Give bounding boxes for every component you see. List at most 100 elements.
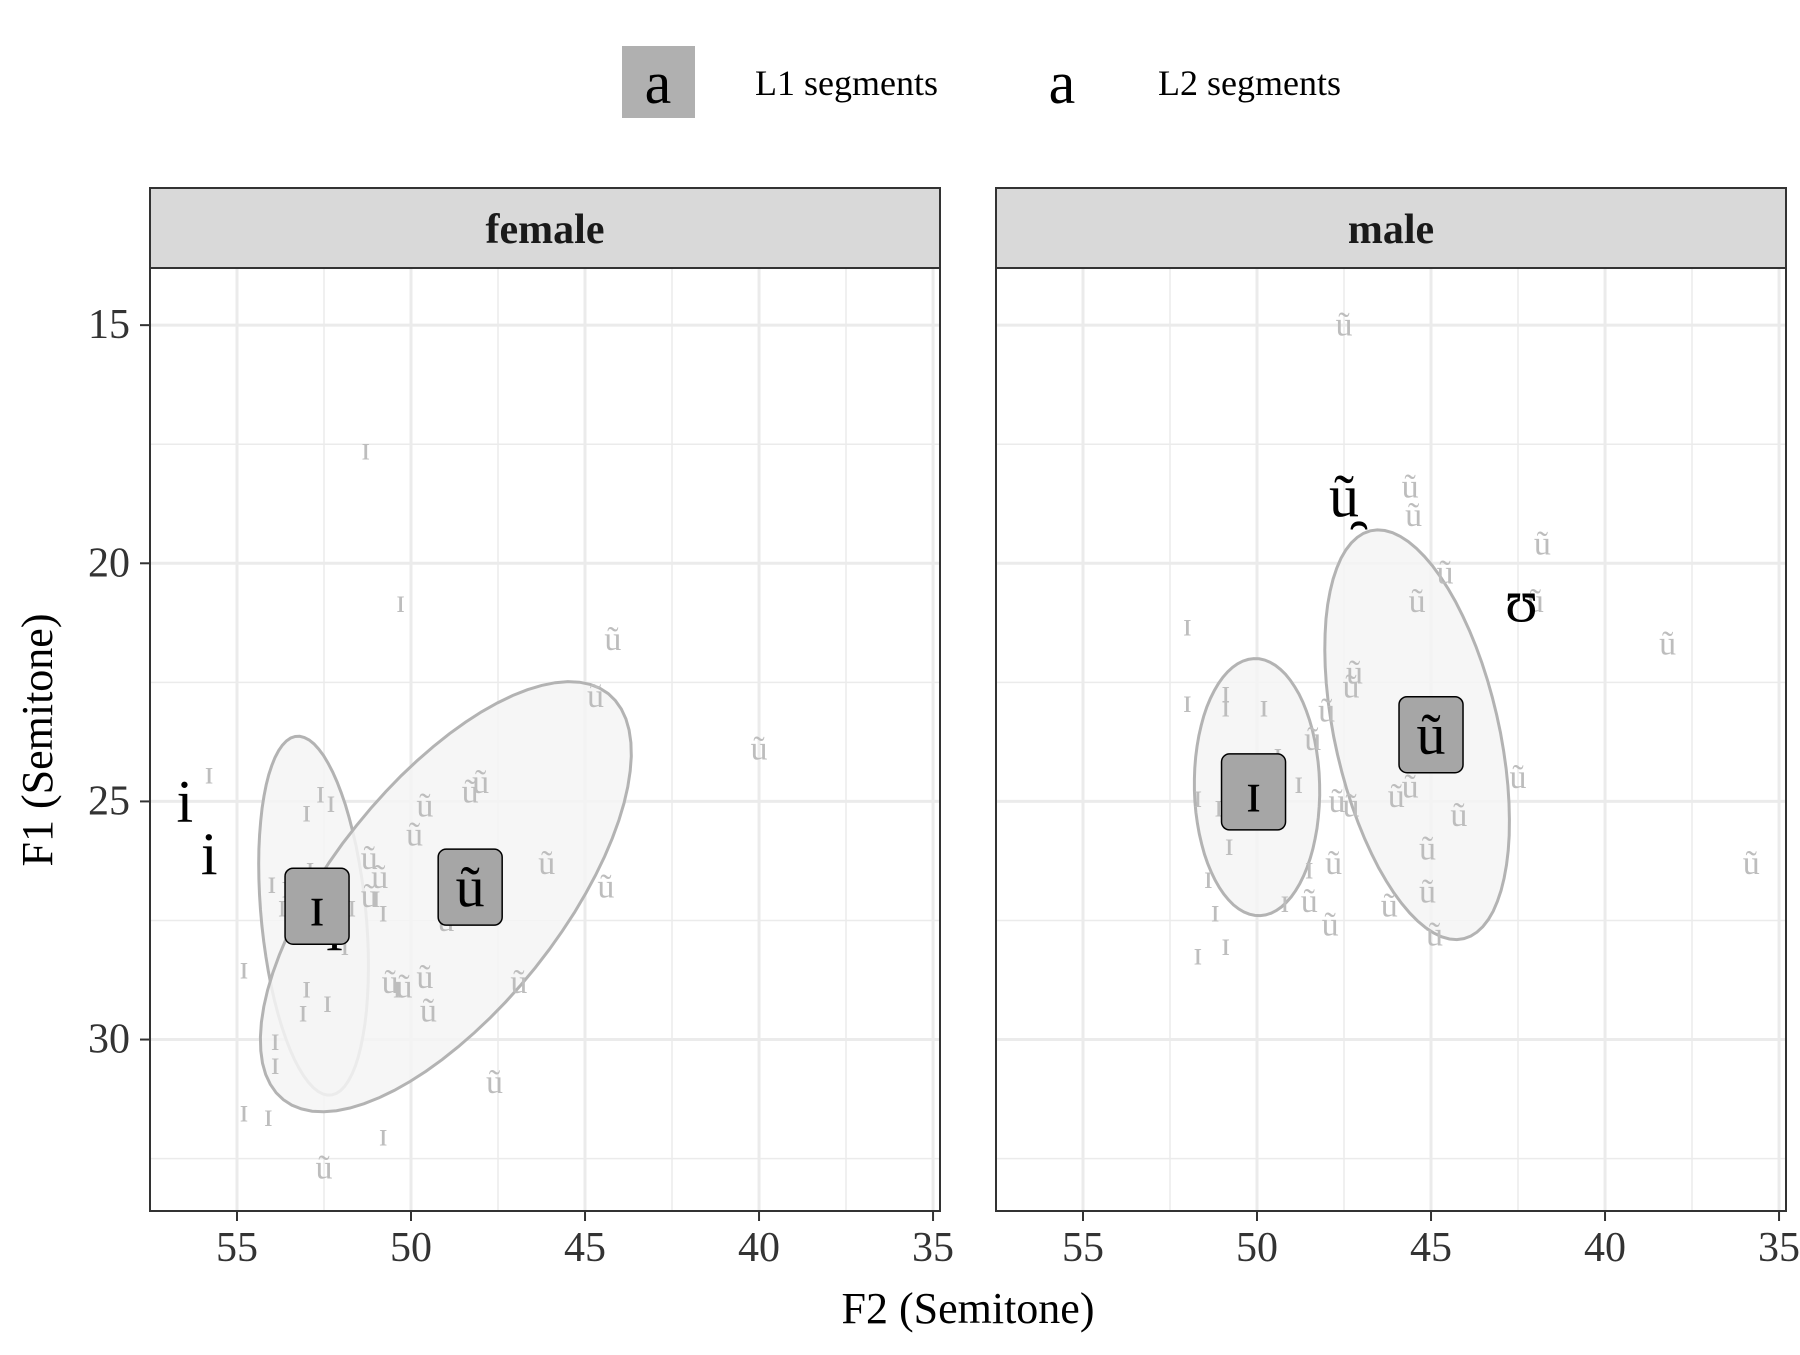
token-nasal-u: ũ	[1527, 583, 1544, 620]
token-near-close-i: ɪ	[340, 926, 349, 963]
y-tick-label: 15	[88, 302, 130, 348]
token-near-close-i: ɪ	[1259, 688, 1268, 725]
token-near-close-i: ɪ	[1211, 892, 1220, 929]
legend-l2-label: L2 segments	[1158, 63, 1341, 103]
token-near-close-i: ɪ	[1183, 607, 1192, 644]
token-near-close-i: ɪ	[271, 1045, 280, 1082]
token-nasal-u: ũ	[1329, 783, 1346, 820]
token-near-close-i: ɪ	[347, 888, 356, 925]
token-near-close-i: ɪ	[267, 864, 276, 901]
token-nasal-u: ũ	[1510, 759, 1527, 796]
strip-male	[995, 187, 1787, 269]
y-tick-label: 20	[88, 540, 130, 586]
token-near-close-i: ɪ	[204, 754, 213, 791]
strip-label-female: female	[486, 207, 605, 253]
token-near-close-i: ɪ	[1193, 935, 1202, 972]
token-nasal-u: ũ	[406, 816, 423, 853]
token-near-close-i: ɪ	[264, 1097, 273, 1134]
token-nasal-u: ũ	[420, 992, 437, 1029]
token-nasal-u: ũ	[1322, 907, 1339, 944]
x-tick-label: 55	[216, 1225, 258, 1271]
token-nasal-u: ũ	[472, 764, 489, 801]
token-near-close-i: ɪ	[1224, 826, 1233, 863]
token-nasal-u: ũ	[510, 964, 527, 1001]
token-near-close-i: ɪ	[1193, 778, 1202, 815]
token-near-close-i: ɪ	[239, 1092, 248, 1129]
token-nasal-u: ũ	[416, 788, 433, 825]
token-nasal-u: ũ	[1346, 654, 1363, 691]
token-nasal-u: ũ	[382, 964, 399, 1001]
token-nasal-u: ũ	[371, 859, 388, 896]
x-tick-label: 55	[1062, 1225, 1104, 1271]
panel-male: male ɪɪɪɪɪɪɪɪɪɪɪɪɪɪɪɪũũũũũũũũũũũũũũũũũũũ…	[995, 187, 1787, 1212]
l1-mean-nasal-u: ũ	[456, 855, 485, 920]
l2-means-male: ũ̯ʊ	[1329, 464, 1538, 635]
token-nasal-u: ũ	[1301, 883, 1318, 920]
x-tick-label: 50	[390, 1225, 432, 1271]
token-nasal-u: ũ	[1405, 497, 1422, 534]
l1-mean-box-near-close-i	[284, 867, 350, 945]
strip-label-male: male	[1348, 207, 1434, 253]
token-near-close-i: ɪ	[1221, 688, 1230, 725]
token-near-close-i: ɪ	[323, 983, 332, 1020]
token-nasal-u: ũ	[604, 621, 621, 658]
panel-female: female ɪɪɪɪɪɪɪɪɪɪɪɪɪɪɪɪɪɪɪɪɪɪɪɪũũũũũũũũũ…	[149, 187, 941, 1212]
l1-mean-nasal-u: ũ	[1417, 702, 1446, 767]
token-nasal-u: ũ	[1402, 469, 1419, 506]
x-tick-label: 45	[564, 1225, 606, 1271]
l2-mean-near-close-u: ʊ	[1505, 568, 1538, 634]
plot-frame-female	[149, 267, 941, 1212]
token-nasal-u: ũ	[1336, 307, 1353, 344]
token-nasal-u: ũ	[1419, 873, 1436, 910]
token-near-close-i: ɪ	[1221, 926, 1230, 963]
token-nasal-u: ũ	[396, 969, 413, 1006]
axes: 55 50 45 40 35 55 50 45 40 35 15 20 25 30	[88, 302, 1800, 1271]
x-tick-label: 35	[912, 1225, 954, 1271]
x-axis-title: F2 (Semitone)	[842, 1284, 1095, 1333]
token-nasal-u: ũ	[1342, 669, 1359, 706]
token-near-close-i: ɪ	[302, 969, 311, 1006]
token-near-close-i: ɪ	[378, 1116, 387, 1153]
l1-mean-near-close-i: ɪ	[1245, 759, 1261, 824]
token-near-close-i: ɪ	[271, 1021, 280, 1058]
x-tick-label: 45	[1410, 1225, 1452, 1271]
token-nasal-u: ũ	[1342, 788, 1359, 825]
token-nasal-u: ũ	[1419, 831, 1436, 868]
token-near-close-i: ɪ	[1204, 859, 1213, 896]
y-tick-label: 30	[88, 1017, 130, 1063]
token-nasal-u: ũ	[1304, 721, 1321, 758]
token-near-close-i: ɪ	[239, 950, 248, 987]
y-axis-title: F1 (Semitone)	[13, 614, 62, 867]
token-nasal-u: ũ	[1402, 769, 1419, 806]
token-near-close-i: ɪ	[1304, 850, 1313, 887]
token-nasal-u: ũ	[1388, 778, 1405, 815]
token-near-close-i: ɪ	[371, 878, 380, 915]
token-nasal-u: ũ	[486, 1064, 503, 1101]
x-tick-label: 40	[738, 1225, 780, 1271]
strip-female	[149, 187, 941, 269]
token-nasal-u: ũ	[316, 1150, 333, 1187]
token-near-close-i: ɪ	[1214, 788, 1223, 825]
token-nasal-u: ũ	[751, 731, 768, 768]
token-near-close-i: ɪ	[396, 583, 405, 620]
token-near-close-i: ɪ	[316, 773, 325, 810]
x-tick-label: 50	[1236, 1225, 1278, 1271]
points-male: ɪɪɪɪɪɪɪɪɪɪɪɪɪɪɪɪũũũũũũũũũũũũũũũũũũũũũũũũ…	[1183, 307, 1760, 973]
l1-mean-near-close-i: ɪ	[309, 874, 325, 939]
legend-l1-label: L1 segments	[755, 63, 938, 103]
token-nasal-u: ũ	[1426, 916, 1443, 953]
y-tick-label: 25	[88, 778, 130, 824]
token-nasal-u: ũ	[538, 845, 555, 882]
token-nasal-u: ũ	[361, 878, 378, 915]
token-near-close-i: ɪ	[326, 783, 335, 820]
token-nasal-u: ũ	[597, 869, 614, 906]
token-nasal-u: ũ	[1450, 797, 1467, 834]
token-nasal-u: ũ	[1381, 888, 1398, 925]
x-tick-label: 40	[1584, 1225, 1626, 1271]
token-nasal-u: ũ	[587, 678, 604, 715]
token-nasal-u: ũ	[1318, 692, 1335, 729]
token-near-close-i: ɪ	[361, 430, 370, 467]
